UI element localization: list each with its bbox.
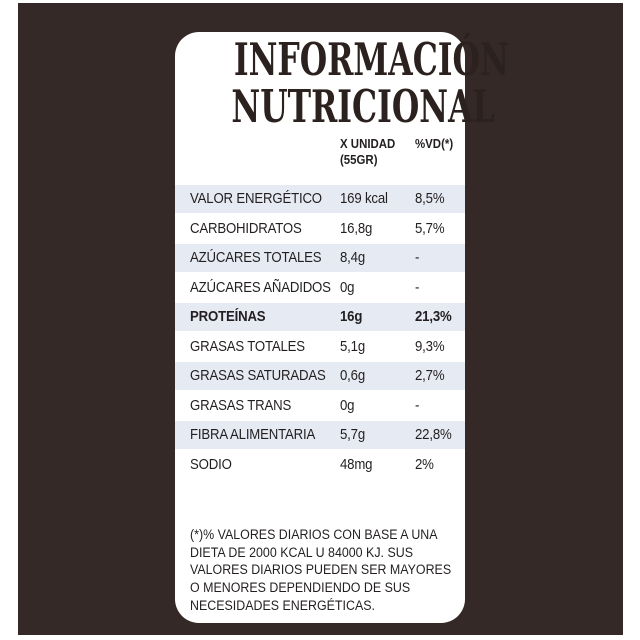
column-header-unit-line1: X UNIDAD — [340, 136, 396, 151]
row-dv: - — [415, 396, 420, 414]
column-headers: X UNIDAD (55GR) %VD(*) — [175, 136, 465, 180]
row-value: 169 kcal — [340, 190, 388, 208]
column-header-unit-line2: (55GR) — [340, 152, 378, 167]
row-dv: 22,8% — [415, 426, 452, 444]
row-label: GRASAS TOTALES — [190, 337, 305, 355]
row-value: 5,1g — [340, 337, 365, 355]
table-row: VALOR ENERGÉTICO 169 kcal 8,5% — [175, 184, 465, 214]
row-label: CARBOHIDRATOS — [190, 219, 302, 237]
row-dv: 2,7% — [415, 367, 445, 385]
table-row: PROTEÍNAS 16g 21,3% — [175, 302, 465, 332]
nutrition-table: VALOR ENERGÉTICO 169 kcal 8,5% CARBOHIDRATO… — [175, 184, 465, 479]
table-row: GRASAS SATURADAS 0,6g 2,7% — [175, 361, 465, 391]
row-dv: - — [415, 278, 420, 296]
row-value: 48mg — [340, 455, 373, 473]
table-row: SODIO 48mg 2% — [175, 450, 465, 480]
label-title-line1: INFORMACIÓN — [233, 33, 509, 86]
table-row: CARBOHIDRATOS 16,8g 5,7% — [175, 214, 465, 244]
row-label: PROTEÍNAS — [190, 308, 266, 326]
row-value: 16,8g — [340, 219, 373, 237]
row-value: 8,4g — [340, 249, 365, 267]
footnote-line-5: NECESIDADES ENERGÉTICAS. — [190, 597, 375, 613]
footnote-line-3: VALORES DIARIOS PUEDEN SER MAYORES — [190, 562, 452, 578]
row-value: 0g — [340, 278, 355, 296]
row-dv: 8,5% — [415, 190, 445, 208]
footnote: (*)% VALORES DIARIOS CON BASE A UNA DIET… — [190, 526, 455, 615]
label-title: INFORMACIÓN NUTRICIONAL — [175, 36, 508, 130]
column-header-dv-label: %VD(*) — [415, 136, 454, 151]
row-dv: 2% — [415, 455, 434, 473]
row-label: AZÚCARES TOTALES — [190, 249, 322, 267]
row-label: GRASAS SATURADAS — [190, 367, 326, 385]
footnote-line-1: (*)% VALORES DIARIOS CON BASE A UNA — [190, 527, 438, 542]
row-label: GRASAS TRANS — [190, 396, 292, 414]
row-value: 16g — [340, 308, 363, 326]
column-header-unit: X UNIDAD (55GR) — [340, 136, 403, 168]
table-row: AZÚCARES TOTALES 8,4g - — [175, 243, 465, 273]
row-dv: 21,3% — [415, 308, 452, 326]
table-row: GRASAS TOTALES 5,1g 9,3% — [175, 332, 465, 362]
table-row: GRASAS TRANS 0g - — [175, 391, 465, 421]
row-dv: - — [415, 249, 420, 267]
column-header-dv: %VD(*) — [415, 136, 458, 152]
row-value: 5,7g — [340, 426, 365, 444]
footnote-line-4: O MENORES DEPENDIENDO DE SUS — [190, 580, 411, 596]
row-dv: 9,3% — [415, 337, 445, 355]
row-value: 0g — [340, 396, 355, 414]
row-dv: 5,7% — [415, 219, 445, 237]
row-label: SODIO — [190, 455, 232, 473]
footnote-line-2: DIETA DE 2000 KCAL U 84000 KJ. SUS — [190, 544, 413, 560]
table-row: FIBRA ALIMENTARIA 5,7g 22,8% — [175, 420, 465, 450]
nutrition-label-panel: INFORMACIÓN NUTRICIONAL X UNIDAD (55GR) … — [175, 32, 509, 623]
row-label: FIBRA ALIMENTARIA — [190, 426, 316, 444]
table-row: AZÚCARES AÑADIDOS 0g - — [175, 273, 465, 303]
row-value: 0,6g — [340, 367, 365, 385]
row-label: AZÚCARES AÑADIDOS — [190, 278, 331, 296]
row-label: VALOR ENERGÉTICO — [190, 190, 322, 208]
label-title-line2: NUTRICIONAL — [231, 80, 495, 133]
